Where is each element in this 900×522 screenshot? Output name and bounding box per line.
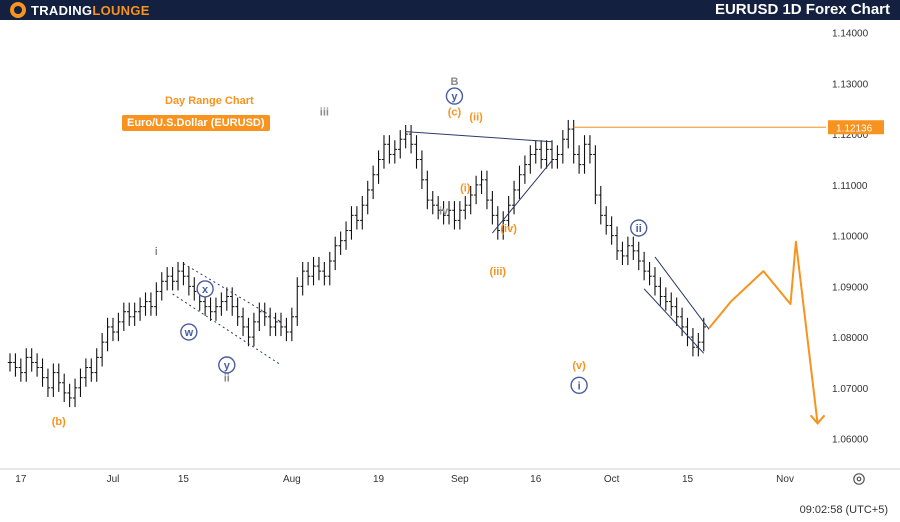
brand-logo: TRADINGLOUNGE — [10, 2, 150, 18]
projection-path — [708, 240, 819, 424]
y-tick-label: 1.07000 — [832, 384, 869, 395]
wave-label: i — [578, 380, 581, 392]
wave-label: x — [202, 284, 209, 296]
y-tick-label: 1.11000 — [832, 181, 868, 192]
y-tick-label: 1.13000 — [832, 79, 869, 90]
x-tick-label: 17 — [15, 474, 27, 485]
projection-arrow — [809, 414, 826, 425]
wave-label: i — [155, 246, 158, 258]
header-bar: TRADINGLOUNGE EURUSD 1D Forex Chart — [0, 0, 900, 20]
x-tick-label: 16 — [530, 474, 542, 485]
wave-label-circle — [196, 280, 214, 298]
wave-label: y — [451, 91, 458, 103]
x-tick-label: 19 — [373, 474, 385, 485]
x-tick-label: 15 — [682, 474, 694, 485]
wave-label-circle — [218, 356, 236, 374]
x-tick-label: Jul — [107, 474, 120, 485]
triangle-lower-line — [491, 160, 553, 234]
last-price-marker — [828, 120, 884, 135]
wave-label: iv — [439, 205, 449, 217]
wave-label: (iv) — [500, 223, 517, 235]
brand-name-part1: TRADING — [31, 2, 93, 18]
y-tick-label: 1.12000 — [832, 130, 869, 141]
x-tick-label: Nov — [776, 474, 794, 485]
wave-label: B — [450, 76, 458, 88]
triangle-upper-line — [405, 131, 553, 143]
y-tick-label: 1.08000 — [832, 333, 869, 344]
y-tick-label: 1.14000 — [832, 29, 869, 40]
impulse-channel-lower — [643, 288, 705, 354]
brand-name-part2: LOUNGE — [92, 2, 150, 18]
wave-label-circle — [180, 323, 198, 341]
page-title: EURUSD 1D Forex Chart — [714, 1, 890, 18]
y-tick-label: 1.06000 — [832, 435, 869, 446]
wave-label: (b) — [52, 416, 66, 428]
wave-label-circle — [630, 219, 648, 237]
x-tick-label: Sep — [451, 474, 469, 485]
wave-label: ii — [224, 373, 230, 385]
wave-channel-upper — [183, 263, 282, 323]
wave-label-circle — [445, 87, 464, 105]
wave-label: (i) — [460, 182, 471, 194]
last-price-label: 1.12136 — [836, 123, 873, 134]
wave-label: ii — [636, 223, 642, 235]
instrument-badge: Euro/U.S.Dollar (EURUSD) — [122, 115, 270, 131]
x-tick-label: Oct — [604, 474, 620, 485]
x-tick-label: Aug — [283, 474, 301, 485]
wave-label: iii — [320, 106, 329, 118]
gear-icon[interactable] — [852, 472, 866, 486]
wave-channel-lower — [172, 293, 282, 366]
wave-label: (ii) — [469, 111, 483, 123]
logo-icon — [10, 2, 26, 18]
wave-label: (v) — [572, 360, 586, 372]
timestamp: 09:02:58 (UTC+5) — [799, 504, 888, 516]
wave-label: y — [224, 360, 231, 372]
impulse-channel-upper — [654, 256, 710, 330]
chart-subtitle: Day Range Chart — [165, 95, 254, 107]
price-chart: 1.14000 1.13000 1.12000 1.11000 1.10000 1.090… — [0, 29, 900, 485]
wave-label: (c) — [448, 106, 462, 118]
y-tick-label: 1.09000 — [832, 282, 869, 293]
x-tick-label: 15 — [178, 474, 190, 485]
wave-label: w — [184, 327, 194, 339]
y-tick-label: 1.10000 — [832, 232, 869, 243]
wave-label: (iii) — [490, 266, 507, 278]
wave-label-circle — [570, 376, 588, 394]
